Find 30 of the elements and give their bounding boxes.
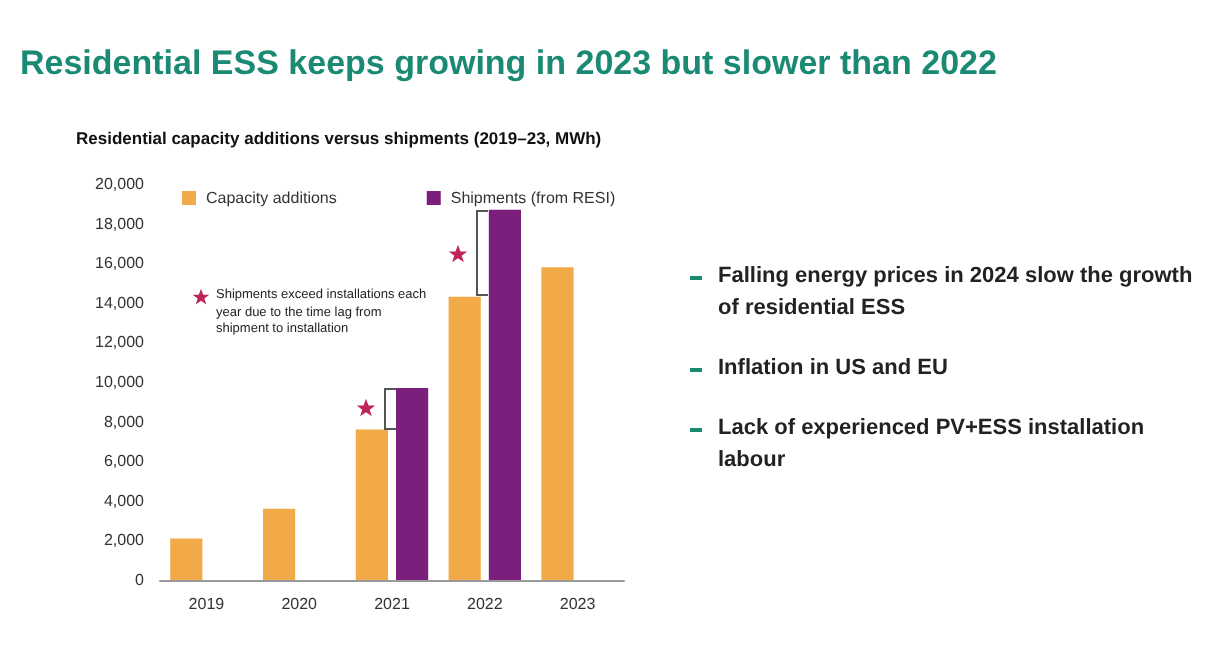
- bar: [263, 508, 296, 580]
- bar: [541, 267, 574, 580]
- x-tick-label: 2022: [467, 595, 504, 613]
- y-tick-label: 12,000: [95, 333, 146, 352]
- y-tick-label: 2,000: [103, 531, 146, 550]
- y-tick-label: 8,000: [103, 412, 146, 431]
- chart-title: Residential ESS keeps growing in 2023 but slower than 2022: [20, 44, 997, 84]
- bar: [488, 209, 521, 580]
- legend-label: Capacity additions: [206, 189, 337, 207]
- text: Lack of experienced PV+ESS installation labour: [718, 414, 1147, 476]
- y-tick-label: 10,000: [95, 373, 146, 391]
- y-tick-label: 16,000: [95, 254, 146, 273]
- y-tick-label: 0: [135, 571, 146, 589]
- x-tick-label: 2021: [374, 595, 411, 613]
- y-tick-label: 18,000: [95, 214, 146, 233]
- bar: [448, 296, 481, 580]
- text: Inflation in US and EU: [718, 354, 948, 384]
- y-tick-label: 4,000: [103, 491, 146, 510]
- bar: [396, 387, 429, 580]
- y-tick-label: 6,000: [103, 452, 146, 471]
- x-tick-label: 2019: [188, 595, 226, 613]
- text: Falling energy prices in 2024 slow the growth of residential ESS: [718, 262, 1195, 324]
- bar: [170, 538, 203, 580]
- legend-label: Shipments (from RESI): [450, 189, 616, 207]
- x-tick-label: 2023: [559, 595, 597, 613]
- y-tick-label: 20,000: [95, 175, 146, 193]
- bar: [355, 429, 388, 580]
- y-tick-label: 14,000: [95, 293, 146, 312]
- x-tick-label: 2020: [281, 595, 319, 613]
- chart-subtitle: Residential capacity additions versus shipments (2019–23, MWh): [76, 128, 602, 148]
